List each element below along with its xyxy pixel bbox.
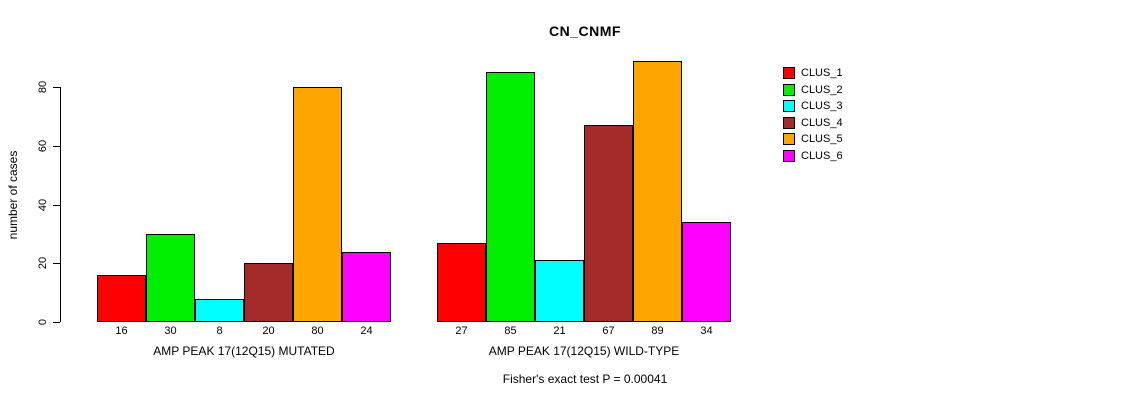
y-axis-tick-label: 60 bbox=[37, 139, 49, 152]
bar-value-label: 16 bbox=[115, 325, 128, 337]
x-group-label-wild-type: AMP PEAK 17(12Q15) WILD-TYPE bbox=[488, 344, 680, 358]
y-axis-tick-label: 80 bbox=[37, 80, 49, 94]
legend-entry-clus_4: CLUS_4 bbox=[783, 116, 843, 130]
legend-entry-clus_6: CLUS_6 bbox=[783, 149, 843, 163]
bar-clus_1-group1 bbox=[97, 275, 146, 322]
bar-value-label: 89 bbox=[651, 325, 664, 337]
legend-swatch-icon bbox=[783, 100, 795, 112]
bar-clus_5-group1 bbox=[293, 87, 342, 322]
y-axis-label: number of cases bbox=[6, 150, 20, 240]
bar-clus_2-group2 bbox=[486, 72, 535, 322]
y-axis-line bbox=[60, 87, 61, 322]
bar-clus_3-group1 bbox=[195, 298, 244, 322]
legend-label: CLUS_1 bbox=[801, 67, 843, 79]
bar-clus_4-group1 bbox=[244, 263, 293, 322]
y-axis-tick bbox=[53, 263, 60, 264]
legend-label: CLUS_6 bbox=[801, 149, 843, 162]
bar-clus_6-group2 bbox=[682, 222, 731, 322]
bar-clus_4-group2 bbox=[584, 125, 633, 322]
x-group-label-mutated: AMP PEAK 17(12Q15) MUTATED bbox=[153, 344, 335, 358]
legend-label: CLUS_4 bbox=[801, 116, 843, 129]
legend-swatch-icon bbox=[783, 67, 795, 79]
bar-clus_6-group1 bbox=[342, 251, 391, 322]
bar-value-label: 80 bbox=[311, 325, 324, 337]
y-axis-tick bbox=[53, 322, 60, 323]
y-axis-tick-label: 0 bbox=[37, 318, 49, 326]
y-axis-tick-label: 20 bbox=[37, 257, 49, 270]
chart-title: CN_CNMF bbox=[549, 23, 621, 39]
legend-swatch-icon bbox=[783, 149, 795, 162]
legend-swatch-icon bbox=[783, 116, 795, 129]
y-axis-tick bbox=[53, 146, 60, 147]
subtitle-pvalue: Fisher's exact test P = 0.00041 bbox=[502, 372, 668, 386]
y-axis-tick bbox=[53, 87, 60, 88]
bar-value-label: 34 bbox=[700, 325, 713, 337]
bar-value-label: 27 bbox=[455, 325, 468, 337]
bar-value-label: 8 bbox=[216, 325, 223, 337]
bar-value-label: 20 bbox=[262, 325, 275, 337]
legend-label: CLUS_3 bbox=[801, 100, 843, 112]
y-axis-tick-label: 40 bbox=[37, 198, 49, 211]
bar-value-label: 30 bbox=[164, 325, 177, 337]
bar-value-label: 67 bbox=[602, 325, 615, 337]
legend-label: CLUS_5 bbox=[801, 133, 843, 145]
bar-value-label: 85 bbox=[504, 325, 517, 337]
legend-swatch-icon bbox=[783, 133, 795, 145]
legend-swatch-icon bbox=[783, 83, 795, 96]
legend-entry-clus_3: CLUS_3 bbox=[783, 99, 843, 113]
y-axis-tick bbox=[53, 205, 60, 206]
legend-entry-clus_2: CLUS_2 bbox=[783, 83, 843, 97]
legend-entry-clus_1: CLUS_1 bbox=[783, 66, 843, 80]
legend-label: CLUS_2 bbox=[801, 83, 843, 96]
bar-clus_1-group2 bbox=[437, 242, 486, 322]
legend-entry-clus_5: CLUS_5 bbox=[783, 132, 843, 146]
bar-value-label: 24 bbox=[360, 325, 373, 337]
bar-clus_2-group1 bbox=[146, 233, 195, 322]
bar-clus_5-group2 bbox=[633, 60, 682, 322]
bar-clus_3-group2 bbox=[535, 260, 584, 322]
bar-value-label: 21 bbox=[553, 325, 566, 337]
